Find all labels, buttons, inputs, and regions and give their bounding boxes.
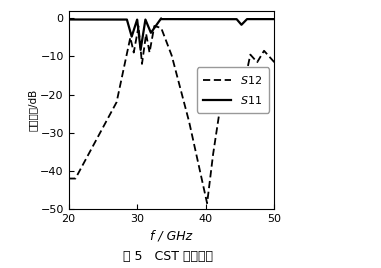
$S11$	[159, 17, 163, 20]
$S11$	[102, 18, 107, 21]
$S11$	[268, 17, 273, 21]
$S12$	[268, 56, 273, 59]
Line: $S12$: $S12$	[69, 26, 274, 203]
$S12$	[272, 61, 277, 64]
Legend: $S12$, $S11$: $S12$, $S11$	[197, 68, 269, 113]
$S12$	[90, 146, 94, 149]
$S12$	[152, 24, 157, 28]
$S11$	[66, 18, 71, 21]
$S12$	[154, 25, 159, 28]
$S12$	[102, 124, 107, 127]
$S12$	[205, 202, 210, 205]
Y-axis label: 插入损耗/dB: 插入损耗/dB	[27, 89, 37, 131]
$S12$	[145, 40, 150, 43]
Line: $S11$: $S11$	[69, 18, 274, 50]
$S11$	[90, 18, 94, 21]
$S12$	[246, 63, 251, 66]
$S11$	[145, 23, 150, 26]
X-axis label: f / GHz: f / GHz	[150, 229, 192, 243]
$S11$	[246, 17, 251, 21]
$S11$	[154, 23, 159, 27]
$S11$	[272, 17, 277, 21]
$S11$	[138, 48, 143, 51]
Text: 图 5   CST 仿真结果: 图 5 CST 仿真结果	[123, 250, 213, 263]
$S12$	[66, 177, 71, 180]
